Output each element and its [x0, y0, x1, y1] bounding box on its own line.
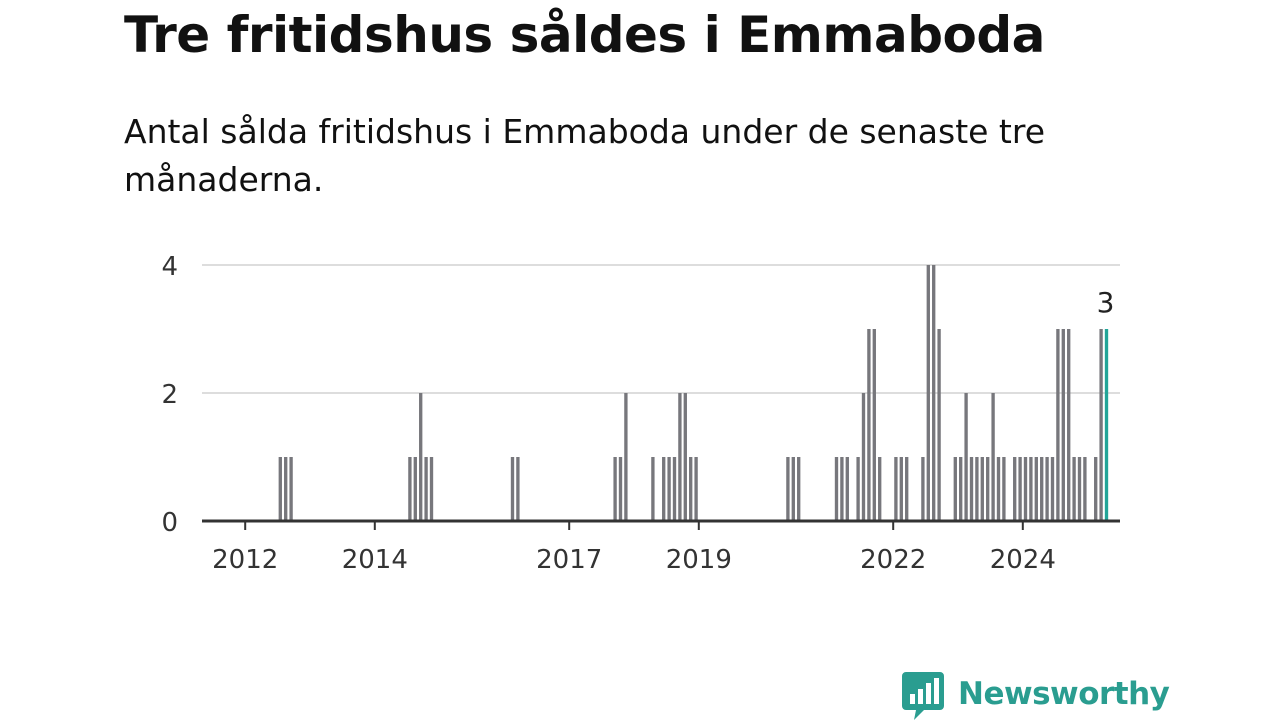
bar — [429, 457, 434, 521]
bar — [413, 457, 417, 521]
bar — [872, 329, 876, 521]
bar — [1013, 457, 1017, 521]
bar — [1034, 457, 1038, 521]
bar — [840, 457, 844, 521]
bar — [672, 457, 677, 521]
highlight-data-label: 3 — [1097, 286, 1115, 319]
bar — [964, 393, 968, 521]
y-tick-label: 2 — [161, 380, 178, 410]
bar — [1029, 457, 1033, 521]
bar — [867, 329, 871, 521]
bar — [861, 393, 866, 521]
bar — [1056, 329, 1060, 521]
bar — [791, 457, 795, 521]
bar — [694, 457, 698, 521]
bar — [289, 457, 293, 521]
bar — [424, 457, 428, 521]
bar — [662, 457, 666, 521]
bar — [899, 457, 903, 521]
bar — [667, 457, 671, 521]
bar-chart: 0 2 4 2012 2014 2017 2019 2022 2024 3 — [161, 252, 1120, 575]
bar — [689, 457, 693, 521]
bar — [986, 457, 990, 521]
bar — [932, 265, 936, 521]
bar — [516, 457, 520, 521]
bar — [937, 329, 941, 521]
bar — [894, 457, 898, 521]
x-tick-label: 2014 — [342, 545, 408, 575]
bar — [419, 393, 423, 521]
bar — [1023, 457, 1028, 521]
bar — [683, 393, 687, 521]
bar — [845, 457, 849, 521]
bar — [1099, 329, 1103, 521]
x-tick-label: 2022 — [860, 545, 926, 575]
bar — [786, 457, 790, 521]
bar — [510, 457, 515, 521]
bar — [1040, 457, 1044, 521]
bar — [980, 457, 984, 521]
bar — [613, 457, 617, 521]
y-tick-label: 4 — [161, 252, 178, 282]
bar — [959, 457, 963, 521]
bar — [651, 457, 655, 521]
bar — [624, 393, 628, 521]
bar — [1077, 457, 1082, 521]
bar — [926, 265, 930, 521]
bar — [905, 457, 909, 521]
x-tick-label: 2024 — [990, 545, 1056, 575]
bar — [996, 457, 1001, 521]
bar — [878, 457, 882, 521]
x-tick-label: 2012 — [212, 545, 278, 575]
chart-subtitle: Antal sålda fritidshus i Emmaboda under … — [124, 112, 1046, 199]
bar — [953, 457, 957, 521]
gridlines — [202, 264, 1120, 394]
brand-logo: Newsworthy — [902, 668, 1170, 720]
x-tick-label: 2017 — [536, 545, 602, 575]
bars — [278, 265, 1109, 521]
bar — [856, 457, 860, 521]
bar — [1018, 457, 1022, 521]
brand-name: Newsworthy — [958, 676, 1170, 712]
bar — [1083, 457, 1087, 521]
bar — [975, 457, 979, 521]
bar — [278, 457, 282, 521]
bar — [1045, 457, 1049, 521]
bar — [678, 393, 682, 521]
y-axis-ticks: 0 2 4 — [161, 252, 178, 538]
bar — [991, 393, 995, 521]
bar — [1002, 457, 1006, 521]
newsworthy-logo-icon — [902, 672, 944, 720]
data-labels: 3 — [1097, 286, 1115, 319]
bar — [408, 457, 412, 521]
bar — [1094, 457, 1098, 521]
y-tick-label: 0 — [161, 508, 178, 538]
bar — [1072, 457, 1076, 521]
bar — [969, 457, 974, 521]
bar — [921, 457, 925, 521]
bar — [797, 457, 801, 521]
bar — [284, 457, 288, 521]
x-tick-label: 2019 — [666, 545, 732, 575]
bar — [618, 457, 623, 521]
x-axis-ticks: 2012 2014 2017 2019 2022 2024 — [212, 521, 1056, 575]
bar — [1067, 329, 1071, 521]
bar — [1061, 329, 1065, 521]
page-title: Tre fritidshus såldes i Emmaboda — [124, 6, 1045, 64]
bar-highlight — [1104, 329, 1109, 521]
bar — [834, 457, 839, 521]
bar — [1050, 457, 1055, 521]
